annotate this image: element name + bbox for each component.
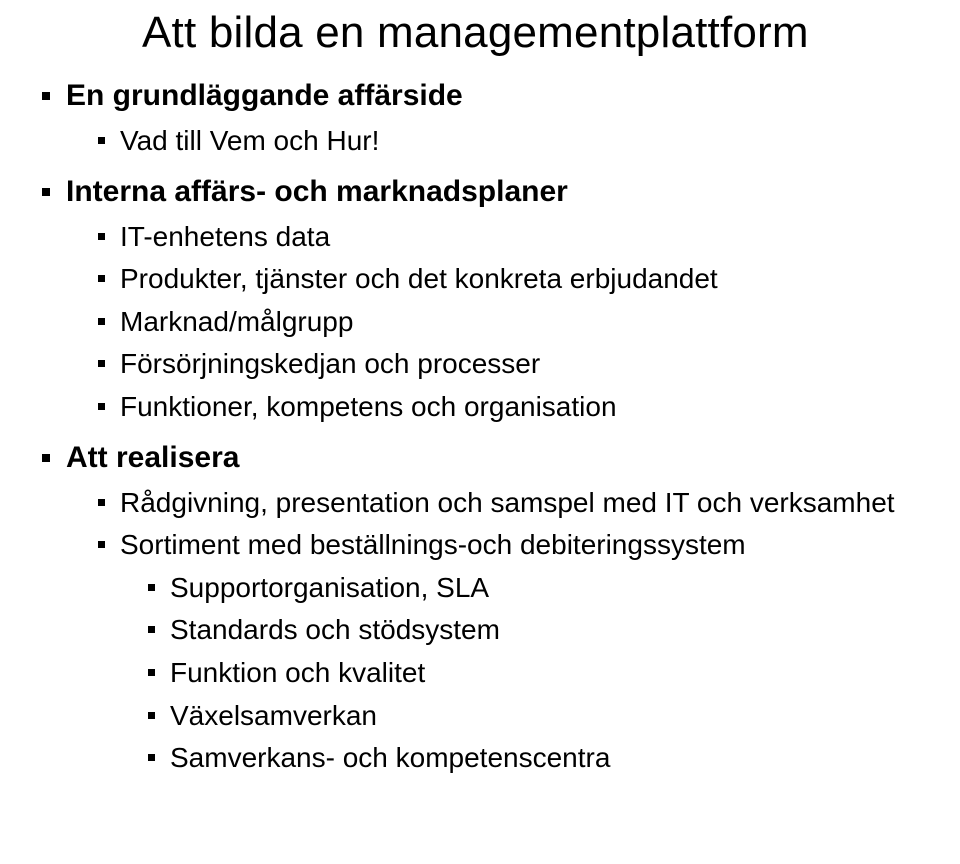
- bullet-list-level3: Supportorganisation, SLA Standards och s…: [148, 567, 940, 780]
- bullet-icon: [98, 403, 105, 410]
- list-item: Vad till Vem och Hur!: [98, 120, 940, 163]
- bullet-icon: [98, 541, 105, 548]
- list-item-label: Sortiment med beställnings-och debiterin…: [120, 524, 746, 567]
- list-item: Interna affärs- och marknadsplaner IT-en…: [42, 170, 940, 428]
- bullet-icon: [98, 318, 105, 325]
- list-item: Funktion och kvalitet: [148, 652, 940, 695]
- list-item: Samverkans- och kompetenscentra: [148, 737, 940, 780]
- bullet-icon: [148, 712, 155, 719]
- bullet-icon: [98, 137, 105, 144]
- bullet-icon: [98, 499, 105, 506]
- list-item: Produkter, tjänster och det konkreta erb…: [98, 258, 940, 301]
- bullet-list-level2: Vad till Vem och Hur!: [98, 120, 940, 163]
- list-item: Försörjningskedjan och processer: [98, 343, 940, 386]
- bullet-icon: [42, 188, 50, 196]
- list-item-label: Vad till Vem och Hur!: [120, 120, 379, 163]
- list-item: Standards och stödsystem: [148, 609, 940, 652]
- list-item-label: Försörjningskedjan och processer: [120, 343, 540, 386]
- list-item-label: Produkter, tjänster och det konkreta erb…: [120, 258, 718, 301]
- list-item: Växelsamverkan: [148, 695, 940, 738]
- list-item-label: Marknad/målgrupp: [120, 301, 353, 344]
- list-item: Att realisera Rådgivning, presentation o…: [42, 436, 940, 779]
- list-item-label: Funktion och kvalitet: [170, 652, 425, 695]
- list-item: Sortiment med beställnings-och debiterin…: [98, 524, 940, 779]
- bullet-icon: [148, 626, 155, 633]
- bullet-icon: [98, 360, 105, 367]
- list-item-label: Interna affärs- och marknadsplaner: [66, 170, 568, 214]
- list-item: Supportorganisation, SLA: [148, 567, 940, 610]
- bullet-icon: [42, 92, 50, 100]
- list-item-label: Supportorganisation, SLA: [170, 567, 489, 610]
- list-item: En grundläggande affärside Vad till Vem …: [42, 74, 940, 162]
- bullet-icon: [98, 233, 105, 240]
- list-item-label: Standards och stödsystem: [170, 609, 500, 652]
- list-item-label: Rådgivning, presentation och samspel med…: [120, 482, 895, 525]
- bullet-list-level2: IT-enhetens data Produkter, tjänster och…: [98, 216, 940, 429]
- list-item: Rådgivning, presentation och samspel med…: [98, 482, 940, 525]
- bullet-icon: [42, 454, 50, 462]
- list-item: Funktioner, kompetens och organisation: [98, 386, 940, 429]
- bullet-icon: [98, 275, 105, 282]
- list-item-label: IT-enhetens data: [120, 216, 330, 259]
- bullet-list-level1: En grundläggande affärside Vad till Vem …: [42, 74, 940, 780]
- list-item-label: Växelsamverkan: [170, 695, 377, 738]
- bullet-icon: [148, 584, 155, 591]
- list-item-label: Samverkans- och kompetenscentra: [170, 737, 610, 780]
- slide: Att bilda en managementplattform En grun…: [0, 0, 960, 864]
- slide-title: Att bilda en managementplattform: [142, 8, 940, 58]
- list-item-label: En grundläggande affärside: [66, 74, 463, 118]
- bullet-icon: [148, 754, 155, 761]
- list-item: Marknad/målgrupp: [98, 301, 940, 344]
- list-item: IT-enhetens data: [98, 216, 940, 259]
- list-item-label: Funktioner, kompetens och organisation: [120, 386, 617, 429]
- bullet-list-level2: Rådgivning, presentation och samspel med…: [98, 482, 940, 780]
- bullet-icon: [148, 669, 155, 676]
- list-item-label: Att realisera: [66, 436, 239, 480]
